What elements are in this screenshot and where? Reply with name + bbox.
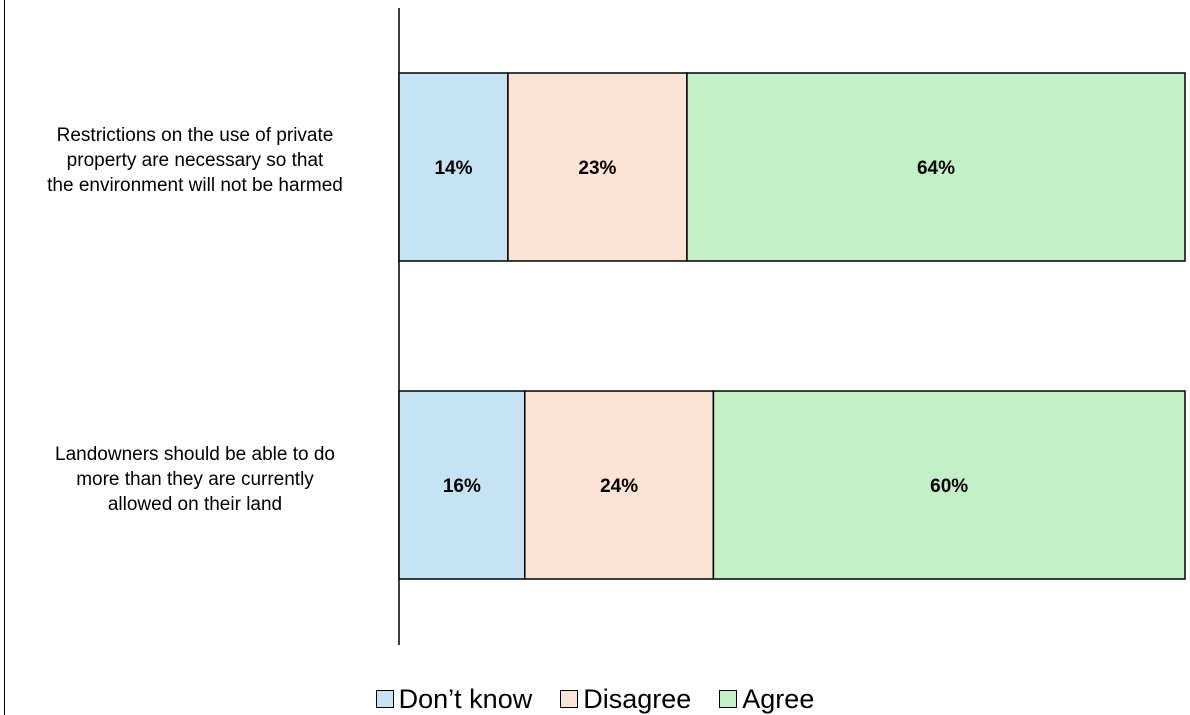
data-label-agree-0: 64% bbox=[917, 158, 955, 179]
legend-item-dont-know: Don’t know bbox=[375, 684, 533, 714]
category-label-line: more than they are currently bbox=[76, 469, 314, 490]
data-label-agree-1: 60% bbox=[930, 476, 968, 497]
legend-item-disagree: Disagree bbox=[560, 684, 691, 714]
category-label-line: the environment will not be harmed bbox=[47, 175, 343, 196]
bar-segment-agree-1 bbox=[712, 390, 1186, 580]
bar-segment-disagree-0 bbox=[507, 72, 688, 262]
data-label-disagree-1: 24% bbox=[600, 476, 638, 497]
data-label-don-t-know-0: 14% bbox=[434, 158, 472, 179]
legend-label-disagree: Disagree bbox=[583, 684, 692, 714]
bar-segment-agree-0 bbox=[686, 72, 1186, 262]
category-label-landowners: Landowners should be able to do more tha… bbox=[10, 442, 380, 517]
legend-swatch-disagree bbox=[560, 690, 579, 708]
chart-frame-line bbox=[4, 0, 5, 715]
legend-item-agree: Agree bbox=[719, 684, 814, 714]
category-label-restrictions: Restrictions on the use of private prope… bbox=[10, 123, 380, 198]
legend-swatch-dont-know bbox=[375, 690, 394, 708]
category-label-line: Restrictions on the use of private bbox=[56, 125, 334, 146]
legend-label-agree: Agree bbox=[742, 684, 815, 714]
bar-segment-disagree-1 bbox=[524, 390, 715, 580]
legend: Don’t know Disagree Agree bbox=[0, 684, 1190, 714]
data-label-disagree-0: 23% bbox=[578, 158, 616, 179]
legend-swatch-agree bbox=[719, 690, 738, 708]
bar-segment-don-t-know-0 bbox=[398, 72, 509, 262]
bar-segment-don-t-know-1 bbox=[398, 390, 526, 580]
category-label-line: property are necessary so that bbox=[66, 150, 324, 171]
category-label-line: Landowners should be able to do bbox=[55, 444, 335, 465]
category-label-line: allowed on their land bbox=[107, 494, 283, 515]
data-label-don-t-know-1: 16% bbox=[443, 476, 481, 497]
legend-label-dont-know: Don’t know bbox=[398, 684, 533, 714]
